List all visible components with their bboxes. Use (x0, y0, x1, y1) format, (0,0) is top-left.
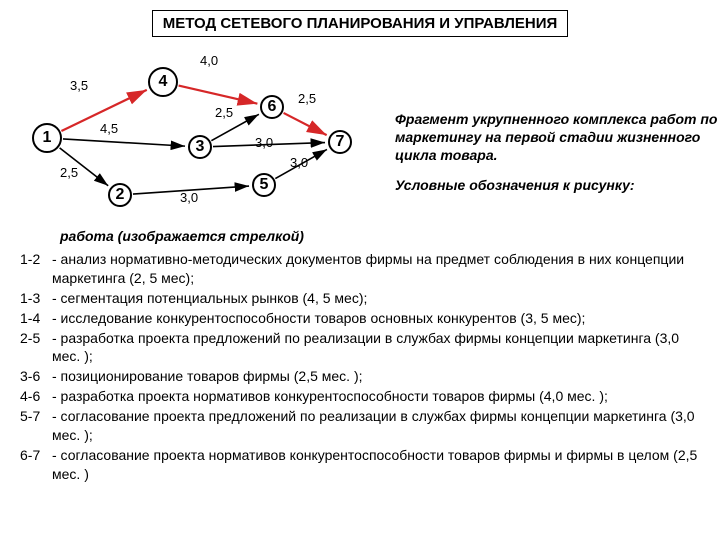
item-text: - исследование конкурентоспособности тов… (52, 309, 700, 328)
rabota-label: работа (изображается стрелкой) (60, 228, 700, 244)
node-1: 1 (32, 123, 62, 153)
items-list: 1-2- анализ нормативно-методических доку… (20, 250, 700, 484)
item-code: 1-4 (20, 309, 52, 328)
item-code: 1-2 (20, 250, 52, 288)
item-text: - разработка проекта предложений по реал… (52, 329, 700, 367)
edge-label-4-6: 4,0 (200, 53, 218, 68)
list-item: 5-7- согласование проекта предложений по… (20, 407, 700, 445)
node-5: 5 (252, 173, 276, 197)
edge-label-2-5: 3,0 (180, 190, 198, 205)
item-text: - позиционирование товаров фирмы (2,5 ме… (52, 367, 700, 386)
item-code: 4-6 (20, 387, 52, 406)
item-text: - анализ нормативно-методических докумен… (52, 250, 700, 288)
list-item: 2-5- разработка проекта предложений по р… (20, 329, 700, 367)
list-item: 3-6- позиционирование товаров фирмы (2,5… (20, 367, 700, 386)
diagram-caption: Фрагмент укрупненного комплекса работ по… (395, 110, 720, 165)
edge-label-6-7: 2,5 (298, 91, 316, 106)
edge-label-3-6: 2,5 (215, 105, 233, 120)
edge-1-3 (63, 139, 185, 146)
node-7: 7 (328, 130, 352, 154)
item-text: - сегментация потенциальных рынков (4, 5… (52, 289, 700, 308)
item-text: - разработка проекта нормативов конкурен… (52, 387, 700, 406)
item-code: 1-3 (20, 289, 52, 308)
item-text: - согласование проекта предложений по ре… (52, 407, 700, 445)
list-item: 1-3- сегментация потенциальных рынков (4… (20, 289, 700, 308)
page-title: МЕТОД СЕТЕВОГО ПЛАНИРОВАНИЯ И УПРАВЛЕНИЯ (152, 10, 569, 37)
legend-title: Условные обозначения к рисунку: (395, 177, 720, 193)
edge-6-7 (284, 113, 327, 135)
item-code: 2-5 (20, 329, 52, 367)
node-6: 6 (260, 95, 284, 119)
edge-label-5-7: 3,0 (290, 155, 308, 170)
item-code: 5-7 (20, 407, 52, 445)
item-text: - согласование проекта нормативов конкур… (52, 446, 700, 484)
item-code: 6-7 (20, 446, 52, 484)
list-item: 1-4- исследование конкурентоспособности … (20, 309, 700, 328)
network-diagram: 1 2 3 4 5 6 7 3,5 4,0 2,5 4,5 2,5 2,5 3,0 3,0 3,0 (20, 45, 360, 215)
edge-label-1-4: 3,5 (70, 78, 88, 93)
edge-label-1-3: 4,5 (100, 121, 118, 136)
list-item: 6-7- согласование проекта нормативов кон… (20, 446, 700, 484)
edge-label-3-7: 3,0 (255, 135, 273, 150)
edge-4-6 (179, 86, 258, 104)
node-2: 2 (108, 183, 132, 207)
node-3: 3 (188, 135, 212, 159)
list-item: 1-2- анализ нормативно-методических доку… (20, 250, 700, 288)
edge-label-1-2: 2,5 (60, 165, 78, 180)
item-code: 3-6 (20, 367, 52, 386)
list-item: 4-6- разработка проекта нормативов конку… (20, 387, 700, 406)
node-4: 4 (148, 67, 178, 97)
